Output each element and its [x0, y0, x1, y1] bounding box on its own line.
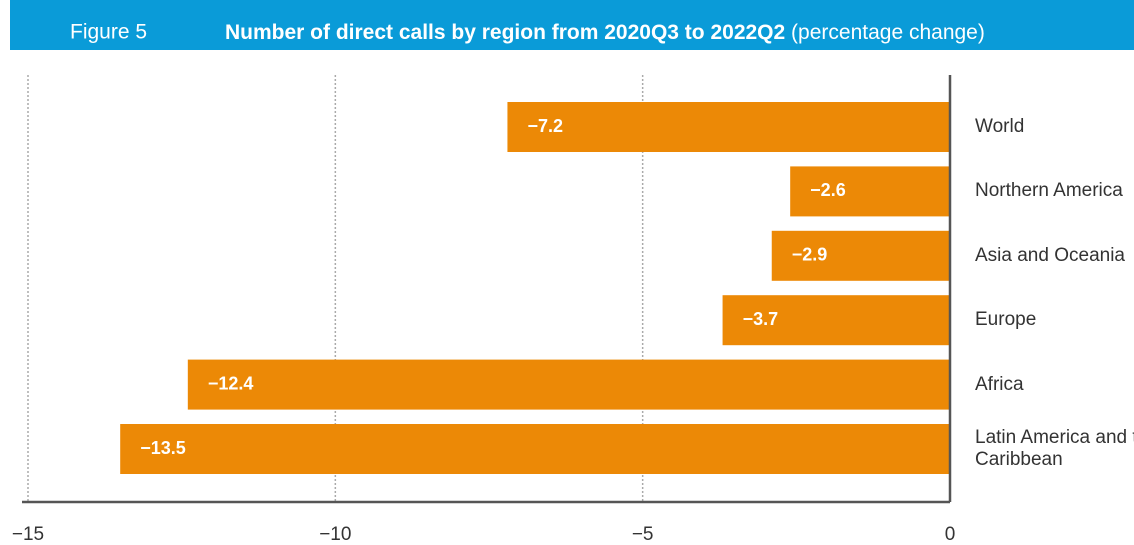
x-tick-label: 0	[945, 524, 956, 545]
bar	[507, 102, 950, 152]
category-label: Northern America	[975, 180, 1123, 202]
value-label: −12.4	[208, 373, 254, 393]
bar	[722, 295, 950, 346]
value-label: −2.6	[810, 180, 846, 200]
x-tick-label: −5	[632, 524, 654, 545]
category-label: Africa	[975, 373, 1024, 395]
category-label: Asia and Oceania	[975, 244, 1125, 266]
category-label: Latin America and the Caribbean	[975, 427, 1134, 470]
value-label: −2.9	[792, 245, 828, 265]
bar	[187, 359, 950, 410]
title: Number of direct calls by region from 20…	[225, 21, 785, 44]
chart-title: Number of direct calls by region from 20…	[225, 21, 985, 44]
category-label: Europe	[975, 309, 1037, 331]
figure-label: Figure 5	[70, 21, 147, 44]
value-label: −13.5	[140, 438, 186, 458]
subtitle: (percentage change)	[791, 21, 985, 44]
bar	[120, 424, 950, 474]
header-band	[10, 0, 1134, 50]
bar	[771, 230, 950, 281]
category-label: World	[975, 116, 1025, 137]
x-tick-label: −15	[12, 524, 44, 545]
value-label: −7.2	[527, 116, 563, 136]
bar	[790, 166, 950, 217]
x-tick-label: −10	[319, 524, 351, 545]
value-label: −3.7	[743, 309, 779, 329]
